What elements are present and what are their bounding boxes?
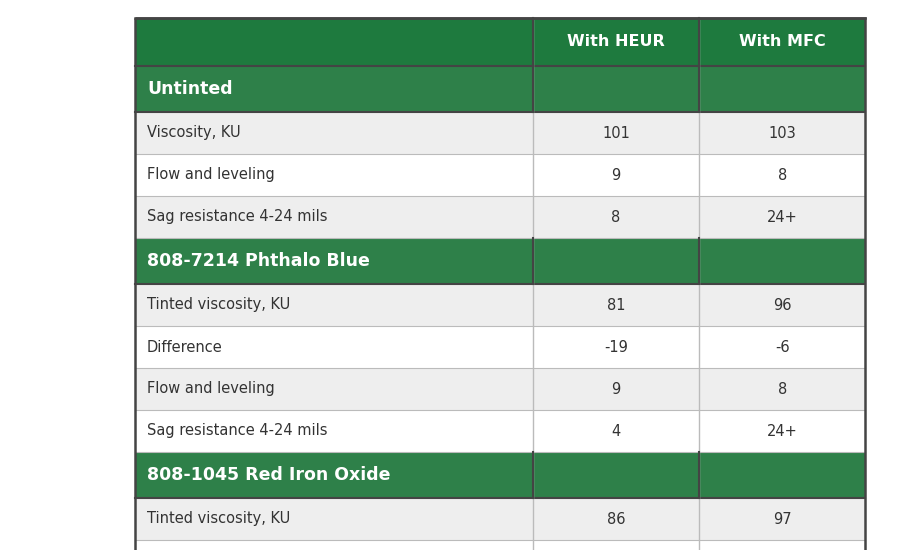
Bar bbox=[135, 540, 533, 550]
Text: Tinted viscosity, KU: Tinted viscosity, KU bbox=[147, 512, 290, 526]
Bar bbox=[135, 238, 533, 284]
Text: 103: 103 bbox=[769, 125, 796, 140]
Bar bbox=[699, 410, 865, 452]
Text: Viscosity, KU: Viscosity, KU bbox=[147, 125, 240, 140]
Bar bbox=[699, 326, 865, 368]
Bar bbox=[699, 154, 865, 196]
Bar bbox=[533, 284, 699, 326]
Bar bbox=[135, 326, 533, 368]
Bar bbox=[699, 498, 865, 540]
Text: 808-1045 Red Iron Oxide: 808-1045 Red Iron Oxide bbox=[147, 466, 391, 484]
Bar bbox=[699, 66, 865, 112]
Bar bbox=[135, 368, 533, 410]
Bar bbox=[533, 18, 699, 66]
Bar bbox=[135, 410, 533, 452]
Text: 8: 8 bbox=[611, 210, 621, 224]
Text: 9: 9 bbox=[611, 382, 621, 397]
Bar bbox=[699, 238, 865, 284]
Bar bbox=[135, 452, 533, 498]
Text: 24+: 24+ bbox=[767, 210, 797, 224]
Bar bbox=[135, 196, 533, 238]
Text: 81: 81 bbox=[607, 298, 625, 312]
Text: Sag resistance 4-24 mils: Sag resistance 4-24 mils bbox=[147, 210, 328, 224]
Text: -6: -6 bbox=[775, 339, 789, 355]
Text: 101: 101 bbox=[602, 125, 630, 140]
Text: 8: 8 bbox=[778, 382, 787, 397]
Bar bbox=[135, 18, 533, 66]
Text: Tinted viscosity, KU: Tinted viscosity, KU bbox=[147, 298, 290, 312]
Bar bbox=[533, 326, 699, 368]
Bar bbox=[135, 66, 533, 112]
Text: 9: 9 bbox=[611, 168, 621, 183]
Bar bbox=[699, 112, 865, 154]
Text: 96: 96 bbox=[773, 298, 791, 312]
Bar bbox=[135, 284, 533, 326]
Bar bbox=[699, 196, 865, 238]
Text: -19: -19 bbox=[604, 339, 628, 355]
Text: Sag resistance 4-24 mils: Sag resistance 4-24 mils bbox=[147, 424, 328, 438]
Bar bbox=[533, 238, 699, 284]
Text: 4: 4 bbox=[611, 424, 621, 438]
Text: 808-7214 Phthalo Blue: 808-7214 Phthalo Blue bbox=[147, 252, 370, 270]
Bar bbox=[699, 368, 865, 410]
Bar bbox=[135, 18, 865, 550]
Text: With MFC: With MFC bbox=[739, 35, 825, 50]
Text: Flow and leveling: Flow and leveling bbox=[147, 168, 274, 183]
Bar bbox=[135, 154, 533, 196]
Bar bbox=[699, 540, 865, 550]
Bar bbox=[533, 498, 699, 540]
Bar bbox=[533, 196, 699, 238]
Bar bbox=[533, 112, 699, 154]
Text: 24+: 24+ bbox=[767, 424, 797, 438]
Bar bbox=[533, 410, 699, 452]
Bar bbox=[533, 452, 699, 498]
Bar bbox=[699, 18, 865, 66]
Bar bbox=[533, 540, 699, 550]
Text: Flow and leveling: Flow and leveling bbox=[147, 382, 274, 397]
Bar bbox=[533, 368, 699, 410]
Bar bbox=[699, 452, 865, 498]
Text: Untinted: Untinted bbox=[147, 80, 232, 98]
Bar bbox=[135, 498, 533, 540]
Text: 86: 86 bbox=[607, 512, 625, 526]
Text: 97: 97 bbox=[773, 512, 791, 526]
Bar bbox=[533, 154, 699, 196]
Bar bbox=[135, 112, 533, 154]
Text: 8: 8 bbox=[778, 168, 787, 183]
Text: Difference: Difference bbox=[147, 339, 223, 355]
Bar bbox=[533, 66, 699, 112]
Text: With HEUR: With HEUR bbox=[567, 35, 665, 50]
Bar bbox=[699, 284, 865, 326]
